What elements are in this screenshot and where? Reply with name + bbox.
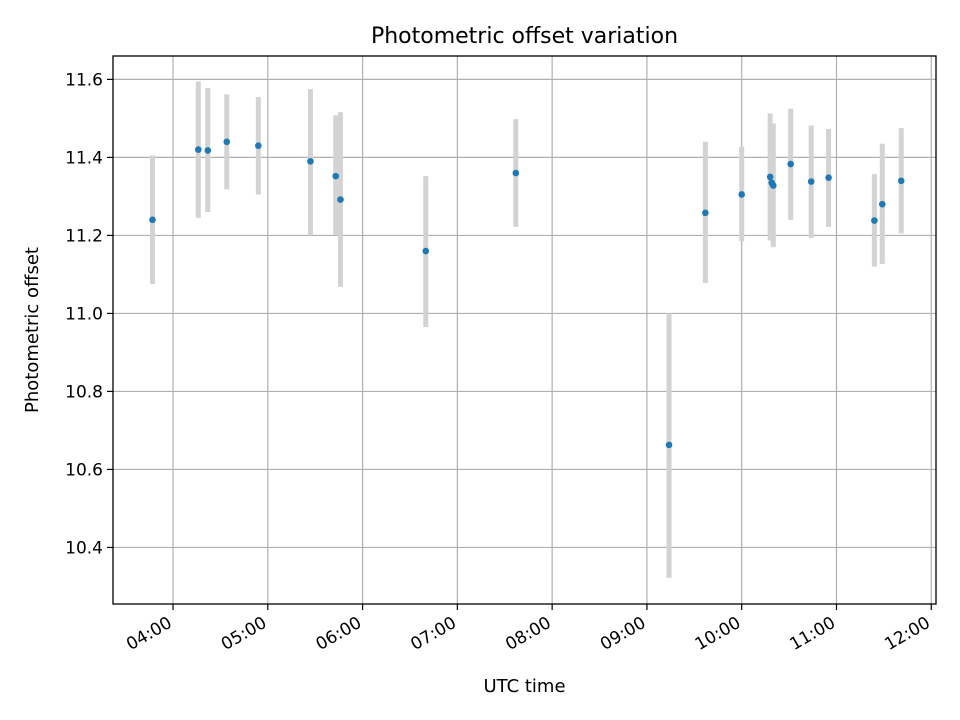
data-point <box>332 172 340 180</box>
data-point <box>337 196 344 203</box>
y-tick-label: 10.8 <box>65 382 103 402</box>
data-point <box>512 169 520 177</box>
x-tick-label: 11:00 <box>787 613 839 655</box>
error-bars <box>149 81 904 578</box>
data-point <box>787 160 794 168</box>
data-point <box>204 147 212 154</box>
data-point <box>897 177 905 185</box>
data-point <box>871 217 878 224</box>
data-point <box>738 191 746 198</box>
x-tick-label: 08:00 <box>502 613 554 655</box>
x-tick-label: 04:00 <box>123 613 175 655</box>
data-point <box>195 146 202 153</box>
data-points <box>149 138 905 449</box>
data-point <box>422 247 430 255</box>
data-point <box>878 200 886 208</box>
y-tick-label: 10.4 <box>65 538 103 558</box>
y-tick-label: 10.6 <box>65 460 103 480</box>
data-point <box>307 158 314 165</box>
plot-frame <box>112 55 937 605</box>
y-tick-label: 11.4 <box>65 148 103 168</box>
data-point <box>255 142 262 150</box>
y-tick-label: 11.2 <box>65 226 103 246</box>
x-axis-label: UTC time <box>483 676 565 697</box>
data-point <box>702 209 709 217</box>
grid <box>113 56 936 604</box>
y-axis-label: Photometric offset <box>22 247 43 413</box>
x-tick-label: 06:00 <box>313 613 365 655</box>
data-point <box>825 174 832 181</box>
x-tick-label: 09:00 <box>597 613 649 655</box>
x-tick-label: 10:00 <box>692 613 744 655</box>
y-tick-label: 11.0 <box>65 304 103 324</box>
chart-title: Photometric offset variation <box>371 24 678 49</box>
data-point <box>769 182 777 189</box>
y-tick-label: 11.6 <box>65 70 103 90</box>
x-tick-label: 12:00 <box>881 613 933 655</box>
y-axis-ticks: 10.4 10.6 10.8 11.0 11.2 11.4 11.6 <box>65 70 113 558</box>
data-point <box>149 216 156 224</box>
x-tick-label: 05:00 <box>218 613 270 655</box>
x-axis-ticks: 04:00 05:00 06:00 07:00 08:00 09:00 10:00 11:00… <box>123 604 934 655</box>
data-point <box>807 178 815 185</box>
data-point <box>766 173 774 181</box>
data-point <box>665 441 673 449</box>
x-tick-label: 07:00 <box>407 613 459 655</box>
data-point <box>223 138 231 146</box>
